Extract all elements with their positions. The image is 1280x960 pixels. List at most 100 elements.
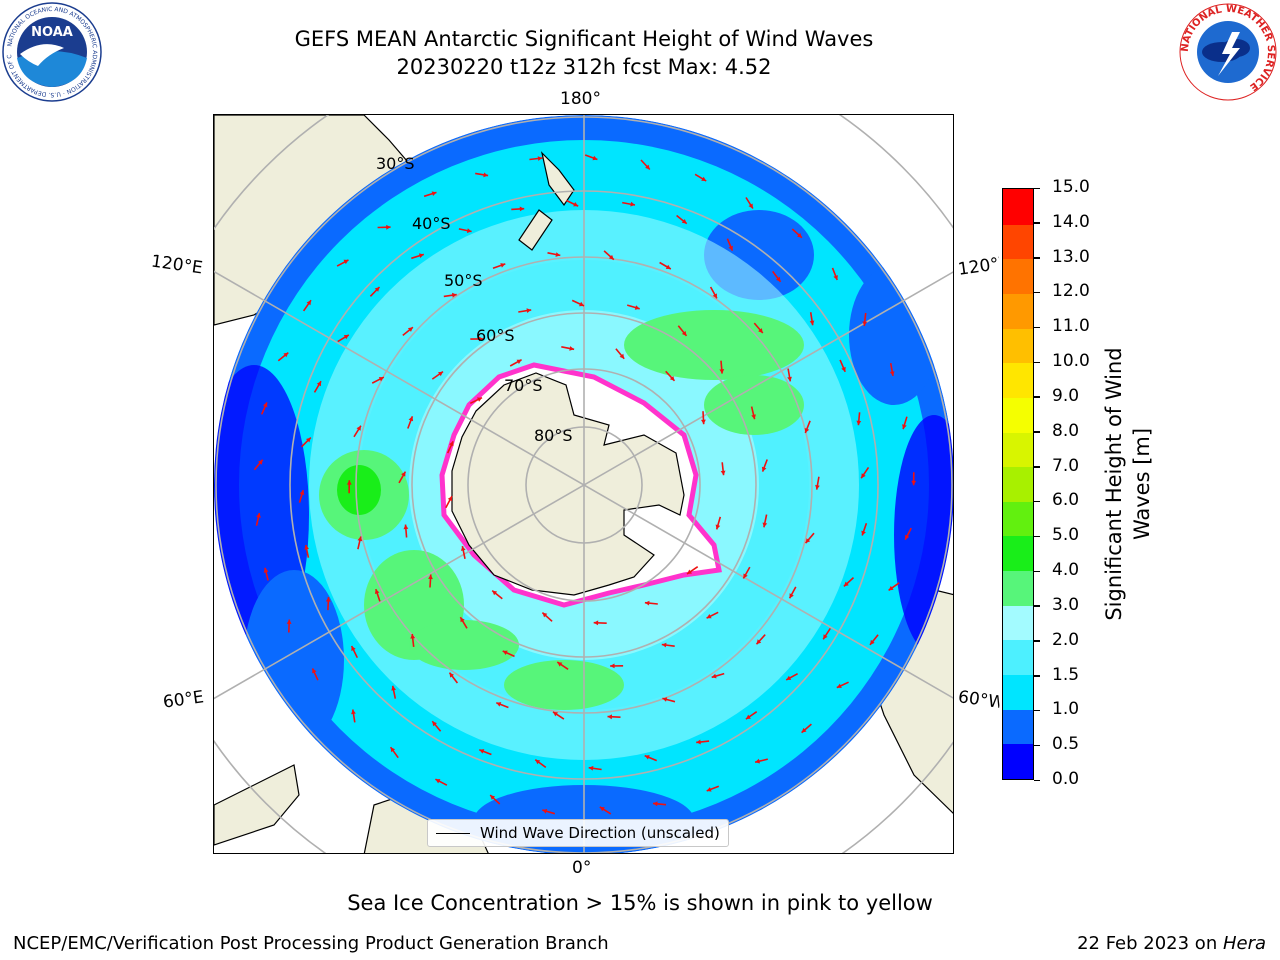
wind-arrow-head: [391, 685, 396, 691]
colorbar-tick-label: 15.0: [1052, 177, 1090, 197]
wind-arrow-head: [316, 381, 321, 387]
wind-arrow-head: [870, 639, 875, 645]
wind-arrow-head: [889, 371, 895, 376]
colorbar-tick-mark: [1034, 675, 1040, 677]
wind-arrow-head: [542, 809, 548, 814]
lon-label-0: 0°: [572, 858, 592, 878]
lat-label-70: 70°S: [504, 376, 543, 395]
colorbar-segment: [1003, 639, 1033, 676]
africa-land: [214, 764, 300, 846]
wind-arrow-head: [619, 353, 625, 359]
wind-arrow-head: [258, 459, 263, 465]
wind-arrow-head: [653, 801, 658, 807]
wind-arrow-head: [701, 176, 707, 181]
wind-arrow-head: [743, 573, 748, 579]
wind-arrow-head: [449, 441, 454, 447]
legend-label: Wind Wave Direction (unscaled): [480, 824, 720, 842]
wind-arrow-head: [553, 711, 558, 717]
colorbar-tick-mark: [1034, 222, 1040, 224]
wind-arrow-head: [356, 425, 361, 431]
wind-arrow-head: [701, 419, 706, 425]
colorbar-tick-label: 1.0: [1052, 699, 1080, 720]
wind-arrow-head: [711, 673, 717, 679]
map-panel: 30°S 40°S 50°S 60°S 70°S 80°S: [213, 114, 954, 854]
wind-arrow-head: [343, 334, 349, 340]
colorbar-segment: [1003, 674, 1033, 710]
colorbar-segment: [1003, 362, 1033, 398]
wind-arrow-head: [438, 371, 443, 377]
colorbar-tick-label: 14.0: [1052, 211, 1090, 232]
wind-arrow-head: [304, 545, 309, 550]
wind-arrow-head: [403, 524, 409, 530]
map-title: GEFS MEAN Antarctic Significant Height o…: [294, 27, 874, 51]
wind-arrow-head: [833, 275, 838, 280]
colorbar-tick-label: 4.0: [1052, 560, 1080, 581]
wind-arrow-head: [681, 219, 687, 224]
wind-arrow-head: [374, 589, 380, 594]
wind-arrow-head: [519, 206, 525, 212]
wind-arrow-head: [644, 600, 650, 606]
wind-arrow-head: [841, 366, 846, 372]
wind-arrow-head: [478, 336, 484, 342]
new-zealand-land: [518, 151, 575, 251]
colorbar-tick-mark: [1034, 187, 1040, 189]
colorbar-tick-mark: [1034, 396, 1040, 398]
wind-arrow-head: [496, 702, 502, 707]
colorbar-tick-mark: [1034, 640, 1040, 642]
wind-arrow-head: [745, 714, 751, 720]
colorbar-tick-mark: [1034, 361, 1040, 364]
wind-arrow-head: [283, 352, 289, 358]
wind-arrow-head: [681, 331, 687, 336]
colorbar-tick-mark: [1034, 431, 1040, 433]
wind-arrow-head: [542, 612, 548, 618]
wind-arrow-head: [346, 480, 352, 485]
colorbar-tick-label: 0.0: [1052, 769, 1080, 789]
wind-arrow-head: [789, 593, 794, 599]
wind-arrow-head: [751, 414, 756, 420]
wind-arrow-head: [758, 328, 763, 333]
colorbar-tick-label: 6.0: [1052, 490, 1080, 511]
map-subtitle: 20230220 t12z 312h fcst Max: 4.52: [396, 55, 772, 79]
lat-label-50: 50°S: [444, 271, 483, 290]
wind-arrow-head: [325, 597, 331, 602]
wind-arrow-head: [435, 779, 441, 784]
wind-arrow-head: [555, 252, 561, 257]
wind-arrow-head: [431, 191, 437, 196]
wind-arrow-head: [599, 806, 605, 812]
noaa-logo: NOAA NATIONAL OCEANIC AND ATMOSPHERIC AD…: [0, 0, 102, 102]
colorbar-tick-label: 1.5: [1052, 664, 1080, 685]
wind-arrow-head: [306, 300, 311, 306]
colorbar-tick-label: 2.0: [1052, 629, 1080, 650]
wind-arrow-head: [815, 484, 820, 490]
lat-label-60: 60°S: [476, 326, 515, 345]
colorbar-segment: [1003, 293, 1033, 329]
colorbar-tick-label: 12.0: [1052, 281, 1090, 302]
noaa-logo-text: NOAA: [31, 25, 73, 40]
wind-arrow-head: [460, 546, 466, 551]
wind-arrow-head: [706, 787, 712, 792]
wind-arrow-head: [661, 642, 667, 648]
wind-arrow-head: [592, 155, 598, 161]
colorbar-segment: [1003, 709, 1033, 745]
wind-arrow-head: [748, 203, 753, 209]
wind-arrow-head: [761, 466, 767, 472]
colorbar-label-line2: Waves [m]: [1130, 427, 1154, 541]
wind-arrow-head: [357, 536, 363, 542]
polar-map: 30°S 40°S 50°S 60°S 70°S 80°S: [214, 115, 953, 853]
wind-arrow-head: [466, 228, 472, 233]
wind-arrow-head: [263, 567, 269, 573]
footer-date: 22 Feb 2023 on Hera: [1077, 933, 1266, 954]
colorbar-label-line1: Significant Height of Wind: [1102, 347, 1126, 621]
wind-arrow-head: [712, 293, 717, 299]
wind-arrow-head: [797, 233, 802, 238]
colorbar-tick-label: 8.0: [1052, 420, 1080, 441]
wind-arrow-head: [374, 287, 380, 292]
lon-label-60w: 60°W: [956, 687, 1002, 713]
colorbar-tick-label: 0.5: [1052, 734, 1080, 755]
wind-arrow-head: [836, 683, 842, 688]
wind-arrow-head: [390, 747, 396, 753]
legend-line-swatch: [436, 832, 470, 834]
wind-arrow-head: [483, 172, 489, 178]
wind-arrow-head: [286, 619, 292, 624]
graticule: [214, 115, 953, 853]
